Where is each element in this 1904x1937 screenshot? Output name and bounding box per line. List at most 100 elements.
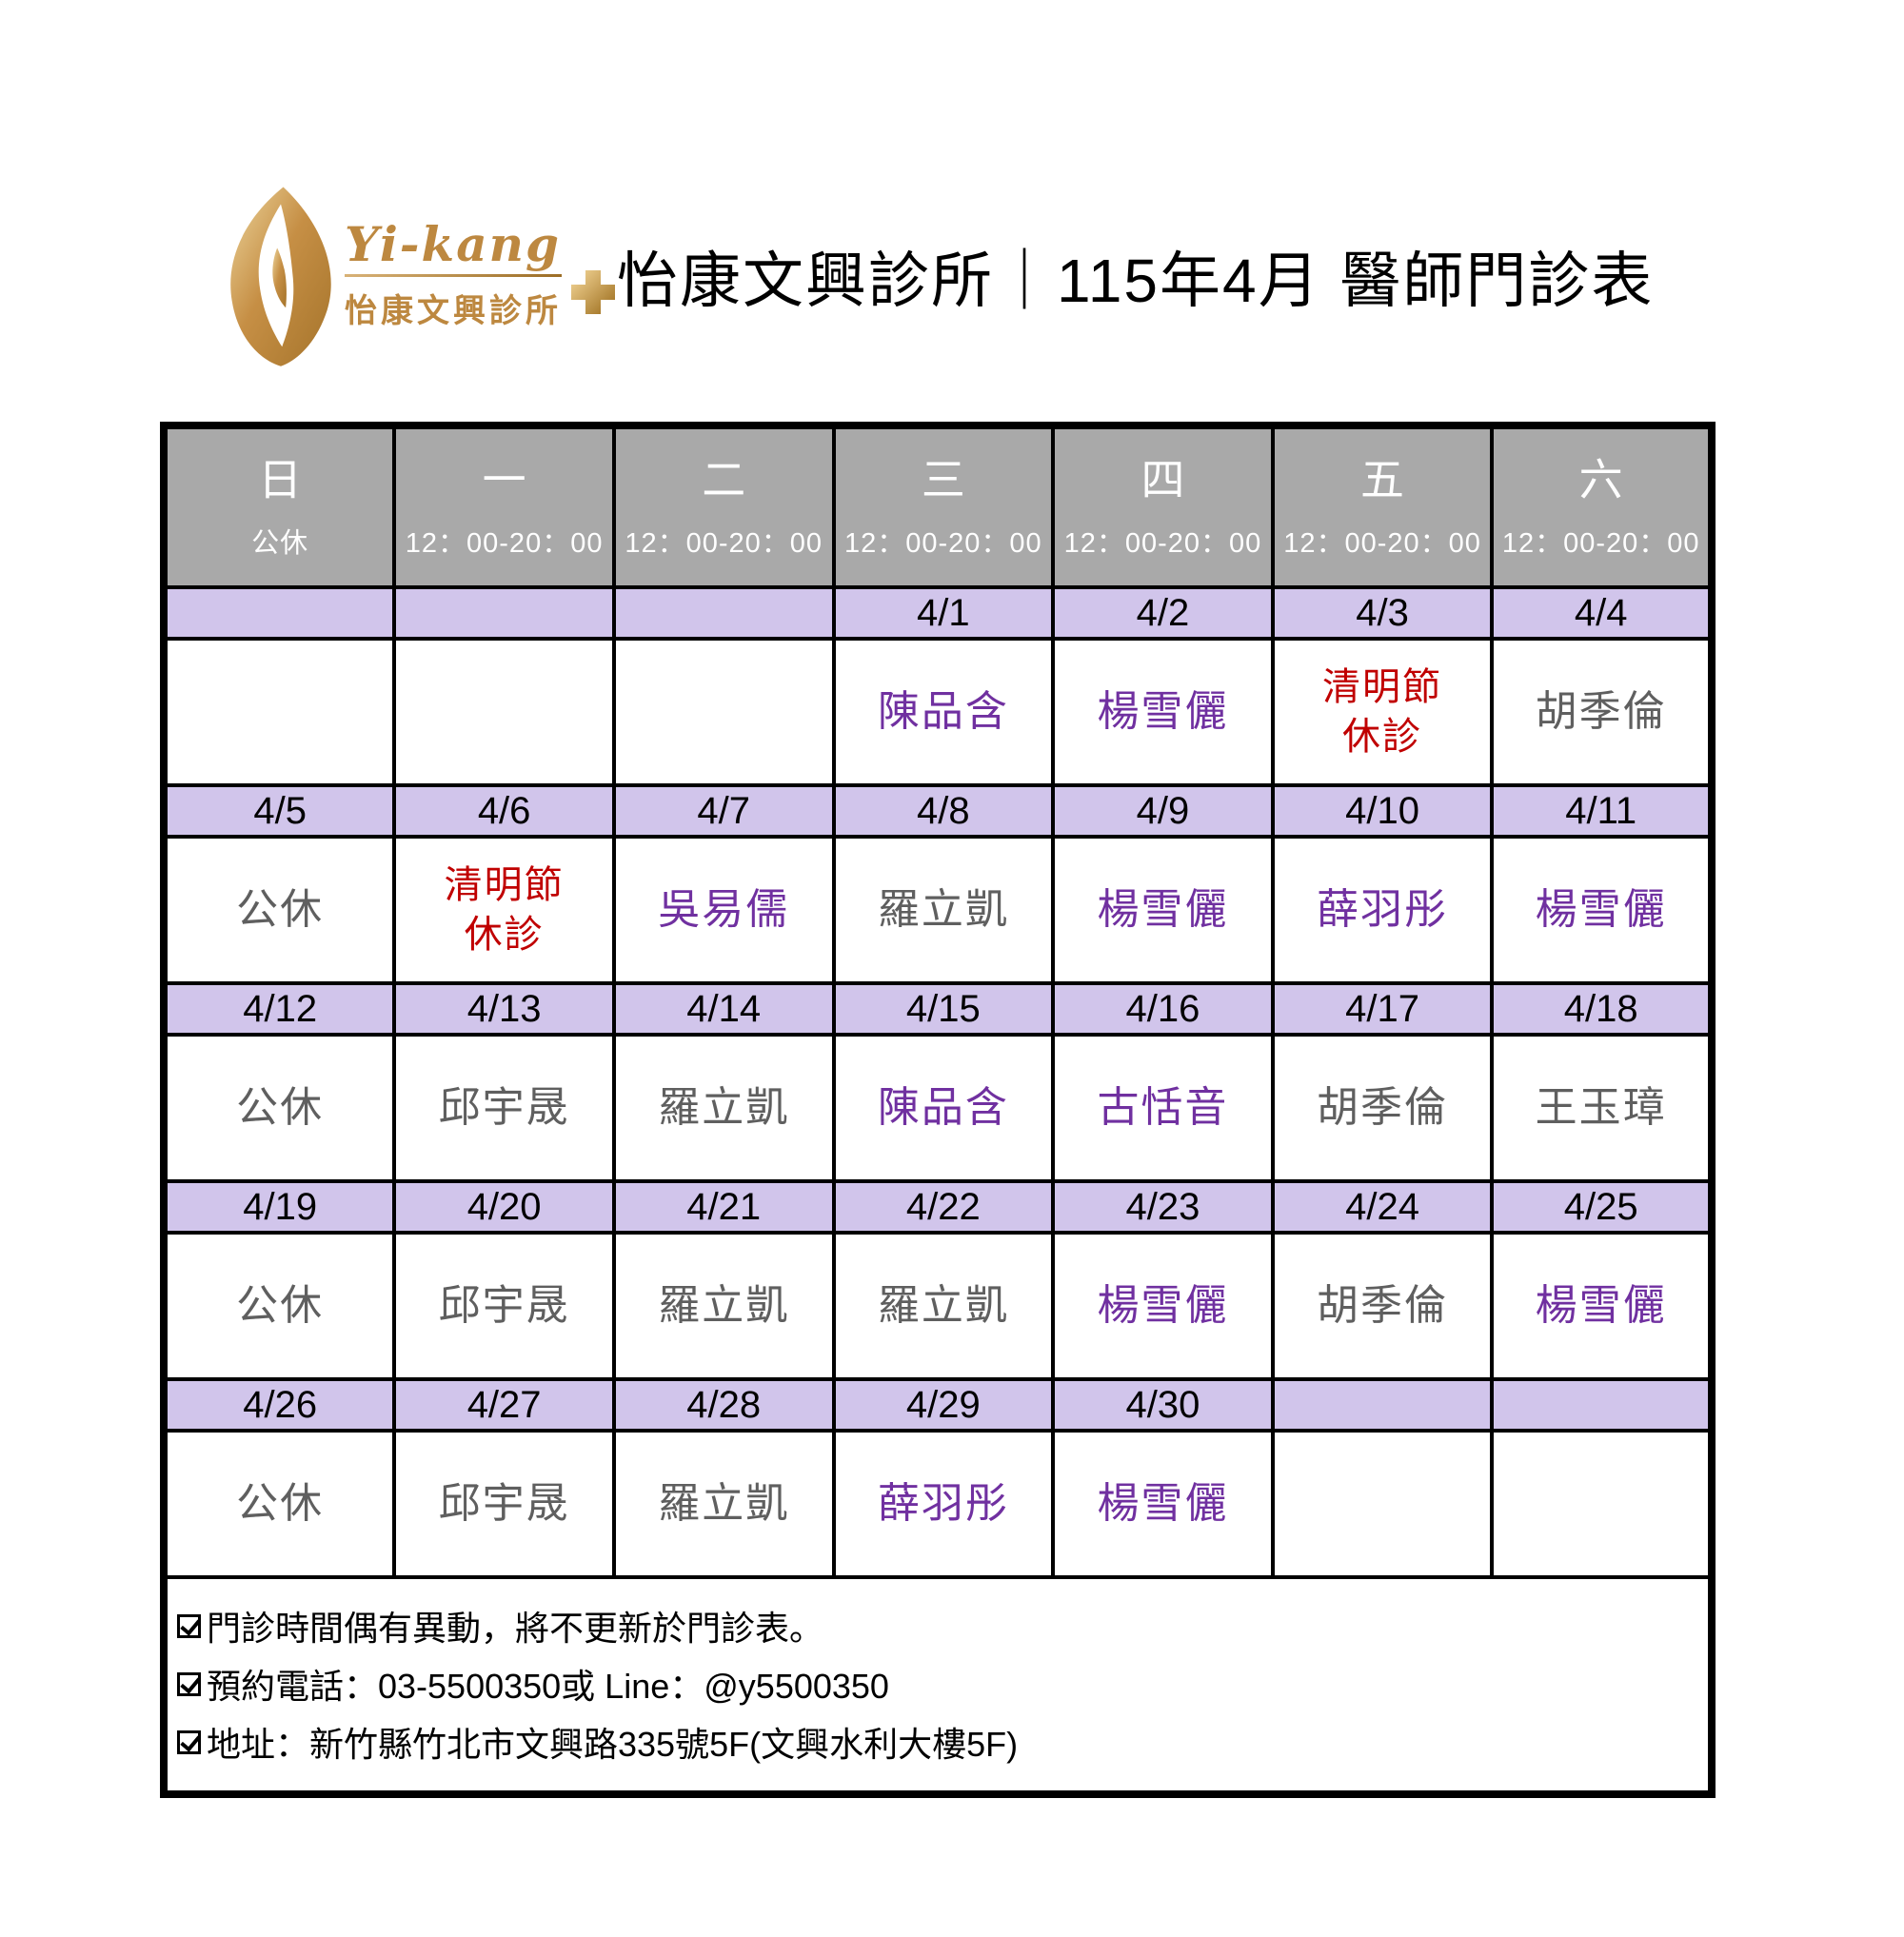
doctor-row-week5: 公休 邱宇晟 羅立凱 薛羽彤 楊雪儷 xyxy=(161,1429,1714,1579)
doctor-cell: 胡季倫 xyxy=(1270,1231,1495,1381)
weekday-header-row: 日公休 一 12：00-20：00 二 12：00-20：00 三 12：00-20：… xyxy=(161,424,1714,589)
date-cell xyxy=(611,585,836,641)
date-cell: 4/17 xyxy=(1270,981,1495,1037)
doctor-name: 胡季倫 xyxy=(1535,688,1667,736)
doctor-cell: 清明節 休診 xyxy=(1270,637,1495,787)
date-cell: 4/10 xyxy=(1270,783,1495,839)
weekday-header-thu: 四 12：00-20：00 xyxy=(1051,424,1275,589)
weekday-header-sun: 日公休 xyxy=(161,424,397,589)
date-cell: 4/28 xyxy=(611,1377,836,1433)
doctor-row-week1: 陳品含 楊雪儷 清明節 休診 胡季倫 xyxy=(161,637,1714,787)
doctor-cell: 薛羽彤 xyxy=(831,1429,1056,1579)
date-cell xyxy=(1270,1377,1495,1433)
page-header: Yi-kang 怡康文興診所 怡康文興診所｜115年4月 醫師門診表 xyxy=(219,171,1761,381)
doctor-cell: 邱宇晟 xyxy=(392,1231,616,1381)
logo-clinic-name: 怡康文興診所 xyxy=(345,293,562,329)
doctor-name: 邱宇晟 xyxy=(438,1480,570,1528)
doctor-name: 羅立凱 xyxy=(877,886,1009,934)
doctor-name: 羅立凱 xyxy=(658,1084,790,1132)
date-cell: 4/15 xyxy=(831,981,1056,1037)
doctor-cell xyxy=(1490,1429,1714,1579)
logo-divider xyxy=(345,274,562,277)
doctor-cell: 楊雪儷 xyxy=(1490,1231,1714,1381)
date-cell: 4/7 xyxy=(611,783,836,839)
doctor-cell: 陳品含 xyxy=(831,637,1056,787)
doctor-cell: 羅立凱 xyxy=(611,1033,836,1183)
doctor-name: 王玉璋 xyxy=(1535,1084,1667,1132)
note-address: 地址：新竹縣竹北市文興路335號5F(文興水利大樓5F) xyxy=(207,1725,1019,1764)
checkbox-icon xyxy=(177,1613,201,1638)
clinic-logo: Yi-kang 怡康文興診所 xyxy=(219,185,615,367)
note-schedule-change: 門診時間偶有異動，將不更新於門診表。 xyxy=(207,1609,824,1648)
date-cell: 4/8 xyxy=(831,783,1056,839)
doctor-name: 陳品含 xyxy=(877,688,1009,736)
date-row-week1: 4/1 4/2 4/3 4/4 xyxy=(161,585,1714,641)
holiday-note: 清明節 休診 xyxy=(444,864,565,956)
doctor-cell: 王玉璋 xyxy=(1490,1033,1714,1183)
doctor-cell: 楊雪儷 xyxy=(1490,835,1714,985)
closed-label: 公休 xyxy=(236,1084,325,1132)
checkbox-icon xyxy=(177,1729,201,1754)
date-cell: 4/27 xyxy=(392,1377,616,1433)
doctor-name: 陳品含 xyxy=(877,1084,1009,1132)
doctor-cell: 公休 xyxy=(161,1429,397,1579)
doctor-cell: 羅立凱 xyxy=(611,1429,836,1579)
closed-label: 公休 xyxy=(236,1282,325,1330)
date-cell: 4/20 xyxy=(392,1179,616,1235)
note-phone: 預約電話：03-5500350或 Line：@y5500350 xyxy=(207,1667,889,1706)
doctor-cell: 邱宇晟 xyxy=(392,1033,616,1183)
holiday-note: 清明節 休診 xyxy=(1322,666,1443,758)
logo-text-block: Yi-kang 怡康文興診所 xyxy=(345,221,615,331)
date-row-week4: 4/19 4/20 4/21 4/22 4/23 4/24 4/25 xyxy=(161,1179,1714,1235)
doctor-name: 羅立凱 xyxy=(658,1282,790,1330)
doctor-cell xyxy=(1270,1429,1495,1579)
date-cell: 4/1 xyxy=(831,585,1056,641)
date-cell: 4/23 xyxy=(1051,1179,1275,1235)
doctor-cell: 羅立凱 xyxy=(611,1231,836,1381)
weekday-header-tue: 二 12：00-20：00 xyxy=(611,424,836,589)
date-cell: 4/11 xyxy=(1490,783,1714,839)
date-cell: 4/29 xyxy=(831,1377,1056,1433)
doctor-cell xyxy=(611,637,836,787)
doctor-name: 楊雪儷 xyxy=(1097,688,1229,736)
doctor-name: 楊雪儷 xyxy=(1097,886,1229,934)
doctor-cell: 胡季倫 xyxy=(1270,1033,1495,1183)
footer-notes-row: 門診時間偶有異動，將不更新於門診表。 預約電話：03-5500350或 Line… xyxy=(162,1575,1714,1796)
doctor-cell: 邱宇晟 xyxy=(392,1429,616,1579)
date-cell: 4/9 xyxy=(1051,783,1275,839)
doctor-name: 楊雪儷 xyxy=(1097,1282,1229,1330)
doctor-cell: 薛羽彤 xyxy=(1270,835,1495,985)
doctor-cell: 楊雪儷 xyxy=(1051,1429,1275,1579)
doctor-row-week3: 公休 邱宇晟 羅立凱 陳品含 古恬音 胡季倫 王玉璋 xyxy=(161,1033,1714,1183)
date-row-week3: 4/12 4/13 4/14 4/15 4/16 4/17 4/18 xyxy=(161,981,1714,1037)
doctor-cell: 羅立凱 xyxy=(831,1231,1056,1381)
weekday-header-mon: 一 12：00-20：00 xyxy=(392,424,616,589)
date-cell: 4/5 xyxy=(161,783,397,839)
date-cell: 4/26 xyxy=(161,1377,397,1433)
weekday-header-wed: 三 12：00-20：00 xyxy=(831,424,1056,589)
doctor-name: 楊雪儷 xyxy=(1535,1282,1667,1330)
page-title: 怡康文興診所｜115年4月 醫師門診表 xyxy=(617,247,1655,315)
footer-notes-cell: 門診時間偶有異動，將不更新於門診表。 預約電話：03-5500350或 Line… xyxy=(162,1575,1714,1796)
weekday-header-fri: 五 12：00-20：00 xyxy=(1270,424,1495,589)
doctor-name: 薛羽彤 xyxy=(1317,886,1449,934)
doctor-cell: 胡季倫 xyxy=(1490,637,1714,787)
date-cell xyxy=(161,585,397,641)
date-cell: 4/18 xyxy=(1490,981,1714,1037)
date-cell: 4/2 xyxy=(1051,585,1275,641)
logo-cross-icon xyxy=(571,270,615,314)
doctor-name: 薛羽彤 xyxy=(877,1480,1009,1528)
doctor-cell xyxy=(392,637,616,787)
doctor-cell: 羅立凱 xyxy=(831,835,1056,985)
doctor-cell: 公休 xyxy=(161,835,397,985)
doctor-name: 胡季倫 xyxy=(1317,1084,1449,1132)
checkbox-icon xyxy=(177,1671,201,1696)
date-cell: 4/24 xyxy=(1270,1179,1495,1235)
date-row-week5: 4/26 4/27 4/28 4/29 4/30 xyxy=(161,1377,1714,1433)
weekday-header-sat: 六 12：00-20：00 xyxy=(1490,424,1714,589)
doctor-cell xyxy=(161,637,397,787)
note-line: 地址：新竹縣竹北市文興路335號5F(文興水利大樓5F) xyxy=(177,1717,1702,1767)
doctor-name: 楊雪儷 xyxy=(1535,886,1667,934)
doctor-name: 吳易儒 xyxy=(658,886,790,934)
date-cell: 4/19 xyxy=(161,1179,397,1235)
